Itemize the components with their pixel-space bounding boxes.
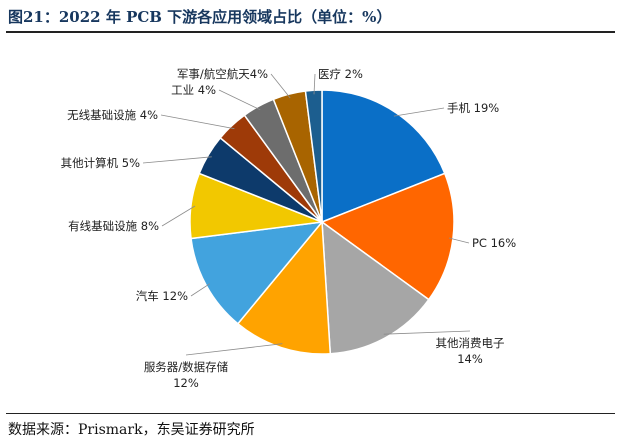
pie-slice-3 [321, 220, 430, 355]
figure-title: 图21：2022 年 PCB 下游各应用领域占比（单位：%） [8, 8, 392, 26]
pie-slice-4 [236, 220, 332, 355]
pie-slice-11 [304, 89, 323, 223]
leader-line [270, 73, 291, 99]
leader-line [185, 343, 283, 356]
leader-line [218, 89, 261, 111]
slice-label: 无线基础设施 4% [67, 108, 158, 122]
slice-label: 汽车 12% [136, 289, 188, 303]
bottom-rule [6, 413, 615, 414]
leader-line [142, 156, 212, 164]
leader-line [393, 107, 445, 117]
slice-label: 其他计算机 5% [61, 156, 140, 170]
leader-line [190, 283, 211, 297]
slice-label: 医疗 2% [318, 67, 363, 81]
slice-label: 服务器/数据存储 12% [144, 360, 229, 390]
leader-line [448, 237, 470, 244]
leader-line [313, 73, 316, 95]
pie-slice-2 [320, 172, 455, 301]
top-rule [6, 31, 615, 33]
pie-slice-1 [321, 89, 446, 224]
leader-line [383, 330, 471, 335]
slice-label: 工业 4% [171, 83, 216, 97]
slice-label: 手机 19% [447, 101, 499, 115]
slice-label: 军事/航空航天4% [177, 67, 268, 81]
slice-label: 其他消费电子 14% [436, 336, 505, 366]
slice-label: PC 16% [472, 236, 516, 250]
source-note: 数据来源：Prismark，东吴证券研究所 [8, 422, 255, 438]
leader-line [160, 114, 235, 130]
slice-label: 有线基础设施 8% [68, 219, 159, 233]
leader-line [161, 205, 196, 227]
